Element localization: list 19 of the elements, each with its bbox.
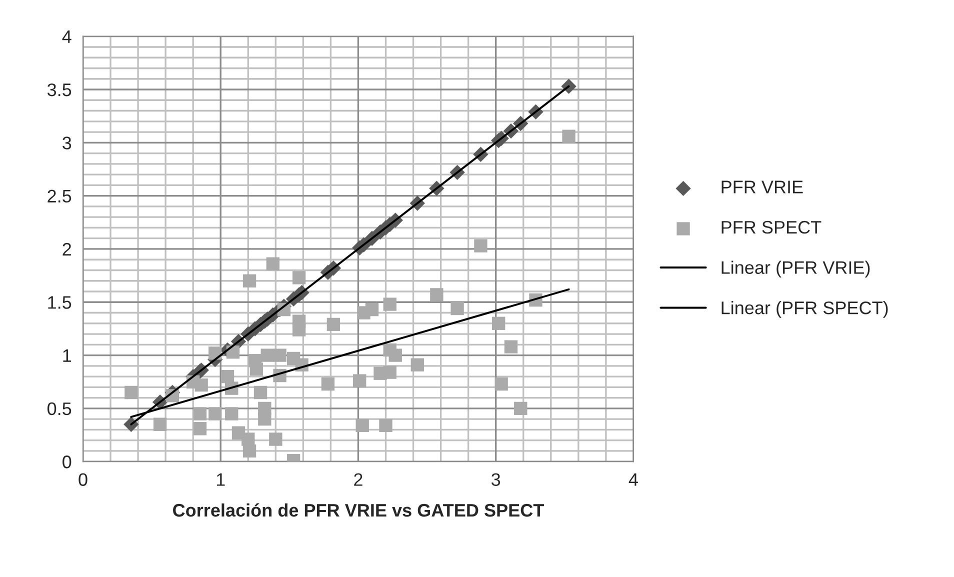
x-tick-label: 3	[492, 473, 500, 486]
x-tick-label: 2	[354, 473, 362, 486]
x-axis-title: Correlación de PFR VRIE vs GATED SPECT	[173, 503, 544, 517]
y-tick-label: 0.5	[47, 402, 72, 416]
y-tick-label: 0	[62, 456, 72, 468]
y-tick-label: 4	[62, 30, 72, 43]
y-tick-label: 3.5	[47, 83, 72, 96]
y-tick-label: 1	[63, 349, 72, 362]
y-tick-label: 2.5	[48, 190, 72, 203]
x-tick-label: 1	[216, 473, 225, 486]
x-tick-label: 4	[628, 473, 638, 486]
legend-label: PFR SPECT	[722, 220, 822, 234]
y-tick-label: 3	[62, 136, 72, 150]
legend-label: PFR VRIE	[722, 180, 803, 194]
x-tick-label: 0	[78, 473, 88, 486]
legend-label: Linear (PFR SPECT)	[722, 301, 888, 318]
y-tick-label: 1.5	[48, 296, 72, 309]
y-tick-label: 2	[62, 242, 71, 256]
legend-label: Linear (PFR VRIE)	[722, 260, 870, 278]
